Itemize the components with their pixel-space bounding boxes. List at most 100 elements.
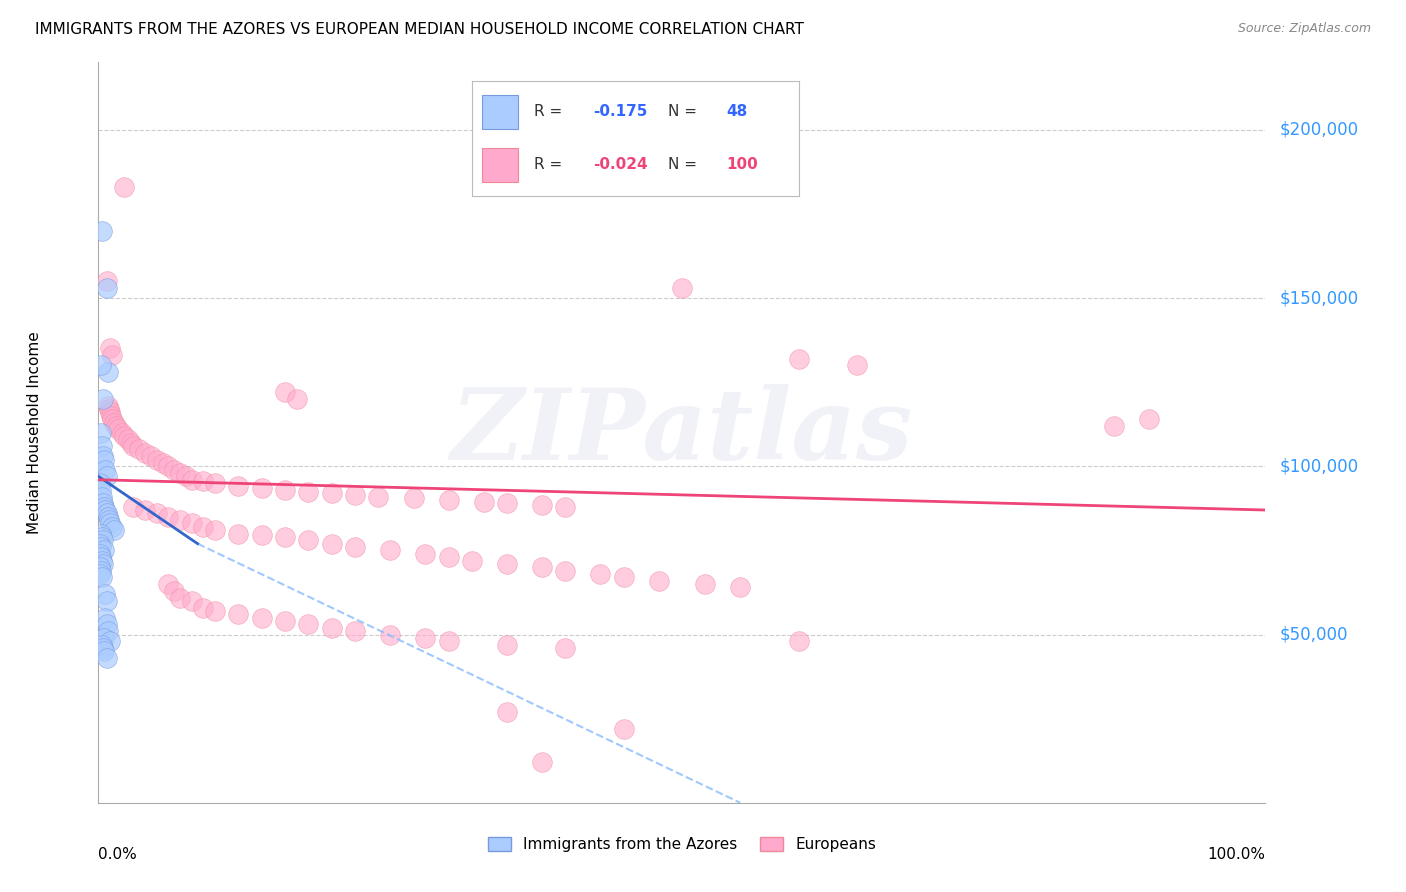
- Point: [90, 553, 112, 567]
- Point: [193, 520, 215, 534]
- Point: [90, 570, 112, 584]
- Point: [93, 631, 115, 645]
- Point: [321, 486, 343, 500]
- Point: [496, 496, 519, 510]
- Point: [90, 564, 112, 578]
- Point: [380, 543, 402, 558]
- Point: [163, 462, 186, 476]
- Point: [90, 359, 112, 373]
- Point: [437, 492, 460, 507]
- Point: [589, 566, 612, 581]
- Point: [437, 634, 460, 648]
- Point: [437, 550, 460, 565]
- Point: [120, 435, 142, 450]
- Point: [846, 359, 869, 373]
- Point: [157, 509, 180, 524]
- Point: [97, 399, 120, 413]
- Point: [90, 530, 112, 544]
- Point: [91, 557, 114, 571]
- Point: [554, 640, 576, 655]
- Point: [250, 610, 273, 624]
- Point: [250, 528, 273, 542]
- Text: 100.0%: 100.0%: [1208, 847, 1265, 863]
- Point: [90, 540, 112, 554]
- Point: [93, 452, 115, 467]
- Point: [530, 756, 553, 770]
- Point: [274, 483, 297, 497]
- Point: [530, 560, 553, 574]
- Point: [297, 617, 319, 632]
- Point: [101, 412, 124, 426]
- Point: [98, 634, 121, 648]
- Point: [103, 523, 125, 537]
- Point: [90, 550, 112, 565]
- Point: [321, 621, 343, 635]
- Point: [134, 503, 156, 517]
- Point: [274, 614, 297, 628]
- Point: [496, 705, 519, 719]
- Text: Median Household Income: Median Household Income: [27, 331, 42, 534]
- Point: [274, 530, 297, 544]
- Point: [193, 600, 215, 615]
- Point: [169, 466, 191, 480]
- Point: [91, 533, 114, 548]
- Point: [94, 610, 117, 624]
- Point: [107, 422, 129, 436]
- Text: ZIPatlas: ZIPatlas: [451, 384, 912, 481]
- Point: [496, 638, 519, 652]
- Point: [91, 449, 114, 463]
- Point: [111, 425, 134, 440]
- Point: [122, 500, 145, 514]
- Point: [96, 507, 118, 521]
- Point: [554, 500, 576, 514]
- Point: [122, 439, 145, 453]
- Point: [97, 402, 120, 417]
- Point: [250, 481, 273, 495]
- Text: $150,000: $150,000: [1279, 289, 1358, 307]
- Point: [344, 624, 367, 639]
- Point: [380, 627, 402, 641]
- Point: [461, 553, 484, 567]
- Point: [94, 503, 117, 517]
- Point: [193, 475, 215, 489]
- Point: [128, 442, 150, 457]
- Point: [180, 516, 202, 531]
- Point: [613, 570, 636, 584]
- Point: [146, 507, 169, 521]
- Point: [91, 640, 114, 655]
- Point: [163, 583, 186, 598]
- Point: [204, 604, 226, 618]
- Point: [93, 543, 115, 558]
- Point: [89, 566, 111, 581]
- Point: [169, 591, 191, 605]
- Point: [228, 479, 250, 493]
- Point: [321, 536, 343, 550]
- Point: [104, 418, 127, 433]
- Point: [1137, 412, 1160, 426]
- Point: [94, 462, 117, 476]
- Point: [112, 180, 135, 194]
- Point: [103, 416, 125, 430]
- Point: [96, 651, 118, 665]
- Point: [96, 274, 118, 288]
- Point: [413, 631, 436, 645]
- Text: $200,000: $200,000: [1279, 120, 1358, 139]
- Point: [98, 405, 121, 419]
- Point: [117, 433, 139, 447]
- Point: [98, 516, 121, 531]
- Point: [97, 365, 120, 379]
- Legend: Immigrants from the Azores, Europeans: Immigrants from the Azores, Europeans: [482, 830, 882, 858]
- Point: [204, 476, 226, 491]
- Point: [101, 348, 124, 362]
- Point: [157, 459, 180, 474]
- Point: [90, 490, 112, 504]
- Point: [101, 520, 124, 534]
- Point: [98, 342, 121, 356]
- Point: [157, 577, 180, 591]
- Point: [96, 469, 118, 483]
- Point: [146, 452, 169, 467]
- Point: [344, 540, 367, 554]
- Point: [90, 439, 112, 453]
- Point: [530, 498, 553, 512]
- Point: [96, 594, 118, 608]
